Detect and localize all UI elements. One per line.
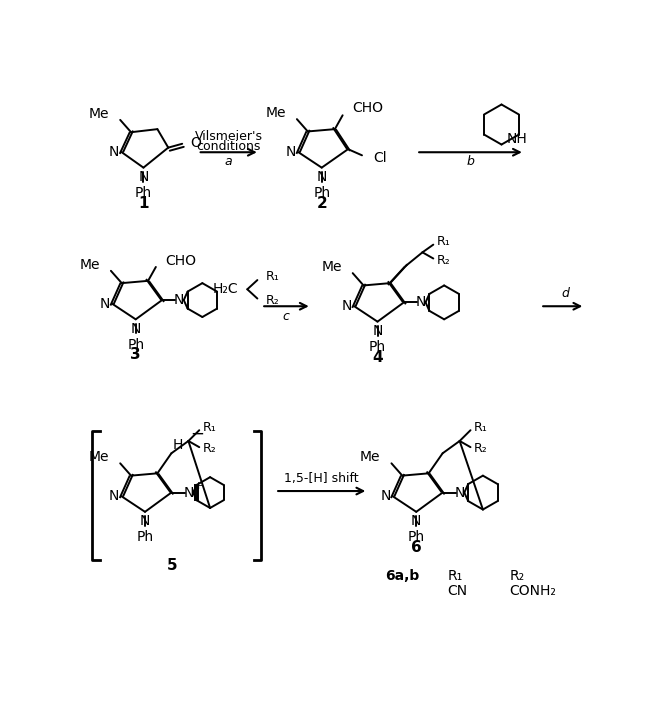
Text: conditions: conditions <box>197 139 261 153</box>
Text: N: N <box>174 293 185 307</box>
Text: O: O <box>190 136 201 150</box>
Text: 6: 6 <box>411 540 422 555</box>
Text: 2: 2 <box>316 196 327 210</box>
Text: d: d <box>561 287 569 301</box>
Text: N: N <box>341 299 352 313</box>
Text: N: N <box>138 170 149 184</box>
Text: Ph: Ph <box>313 186 330 200</box>
Text: R₁: R₁ <box>266 270 280 284</box>
Text: R₂: R₂ <box>203 442 216 455</box>
Text: Me: Me <box>360 450 380 464</box>
Text: Ph: Ph <box>136 530 153 544</box>
Text: N: N <box>140 514 150 528</box>
Text: 5: 5 <box>167 558 177 573</box>
Text: N: N <box>373 324 382 338</box>
Text: 3: 3 <box>130 347 141 363</box>
Text: Me: Me <box>321 260 342 274</box>
Text: Me: Me <box>89 450 110 464</box>
Text: Ph: Ph <box>369 340 386 354</box>
Text: N: N <box>183 486 194 500</box>
Text: N: N <box>131 322 141 336</box>
Text: H: H <box>173 438 183 452</box>
Text: N: N <box>109 145 120 159</box>
Text: Ph: Ph <box>408 530 425 544</box>
Text: Me: Me <box>89 107 110 121</box>
Text: 1,5-[H] shift: 1,5-[H] shift <box>284 472 359 485</box>
Text: N: N <box>286 145 296 159</box>
Text: R₂: R₂ <box>436 253 450 267</box>
Text: Me: Me <box>80 258 100 272</box>
Text: 6a,b: 6a,b <box>385 569 420 583</box>
Text: CONH₂: CONH₂ <box>509 584 556 598</box>
Text: +: + <box>194 482 203 491</box>
Text: R₁: R₁ <box>448 569 463 583</box>
Text: c: c <box>283 310 290 322</box>
Text: CHO: CHO <box>165 254 196 268</box>
Text: N: N <box>317 170 327 184</box>
Text: R₁: R₁ <box>436 235 450 248</box>
Text: Cl: Cl <box>373 151 386 165</box>
Text: N: N <box>380 489 390 503</box>
Text: −: − <box>190 425 204 442</box>
Text: H₂C: H₂C <box>212 282 238 296</box>
Text: N: N <box>411 514 422 528</box>
Text: N: N <box>416 296 426 309</box>
Text: R₂: R₂ <box>509 569 525 583</box>
Text: R₂: R₂ <box>266 294 280 306</box>
Text: Vilsmeier's: Vilsmeier's <box>195 130 263 144</box>
Text: R₁: R₁ <box>203 420 216 434</box>
Text: 4: 4 <box>373 350 383 365</box>
Text: Ph: Ph <box>135 186 152 200</box>
Text: 1: 1 <box>138 196 149 210</box>
Text: N: N <box>109 489 120 503</box>
Text: R₁: R₁ <box>473 420 487 434</box>
Text: Ph: Ph <box>127 338 144 352</box>
Text: N: N <box>100 297 110 311</box>
Text: b: b <box>467 155 475 168</box>
Text: CN: CN <box>448 584 467 598</box>
Text: CHO: CHO <box>352 101 383 115</box>
Text: a: a <box>225 155 232 168</box>
Text: Me: Me <box>266 106 286 120</box>
Text: R₂: R₂ <box>473 442 487 455</box>
Text: NH: NH <box>506 132 527 146</box>
Text: N: N <box>454 486 465 500</box>
